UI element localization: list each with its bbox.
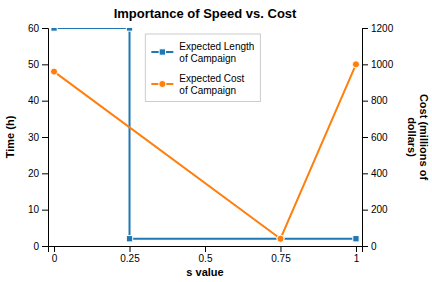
y2-axis-title: Cost (millions ofdollars) [406,94,430,181]
tick-mark [42,137,48,138]
tick-mark [362,101,368,102]
tick: 0 [52,246,58,264]
tick: 10 [28,204,48,215]
marker [353,236,359,242]
marker [352,61,359,68]
tick-label: 800 [371,95,388,106]
tick: 0.75 [271,246,291,264]
tick-label: 0 [33,241,39,252]
tick-mark [356,246,357,252]
series-line [54,64,356,238]
text-line: Importance of Speed vs. Cost [114,6,297,21]
tick: 30 [28,132,48,143]
legend-marker [159,49,165,55]
tick-label: 1 [354,253,360,264]
tick-label: 0 [52,253,58,264]
tick: 1 [354,246,360,264]
tick-mark [42,101,48,102]
data-area [50,28,359,242]
tick-label: 30 [28,132,40,143]
tick-mark [42,210,48,211]
marker [51,28,57,31]
tick-mark [205,246,206,252]
legend-entry: Expected Costof Campaign [151,73,244,96]
tick: 0.5 [199,246,213,264]
tick: 40 [28,95,48,106]
tick-mark [130,246,131,252]
tick-label: 0.5 [199,253,213,264]
tick-mark [362,137,368,138]
tick-mark [42,246,48,247]
tick-label: 10 [28,204,40,215]
tick: 800 [362,95,388,106]
text-line: Cost (millions of [418,94,430,181]
tick-label: 400 [371,168,388,179]
tick-mark [362,210,368,211]
text-line: Expected Cost [179,73,244,84]
tick: 0 [362,241,377,252]
tick: 50 [28,59,48,70]
tick-label: 200 [371,204,388,215]
marker [50,68,57,75]
chart: 00.250.50.751010203040506002004006008001… [0,0,432,282]
marker [126,28,132,31]
tick: 600 [362,132,388,143]
text-line: dollars) [406,117,418,157]
marker [126,236,132,242]
legend: Expected Lengthof CampaignExpected Costo… [145,34,260,102]
text-line: of Campaign [179,85,236,96]
tick: 400 [362,168,388,179]
tick-mark [362,64,368,65]
tick-label: 40 [28,95,40,106]
axis-line [49,247,363,253]
legend-label: Expected Costof Campaign [179,73,244,96]
y-axis: 0 10 20 30 40 50 60 [28,23,49,252]
tick-label: 1000 [371,59,394,70]
tick-mark [42,173,48,174]
tick-label: 0.75 [271,253,291,264]
series-line [54,28,356,239]
legend-box [145,34,260,102]
tick-mark [42,64,48,65]
legend-entry: Expected Lengthof Campaign [151,41,254,64]
tick-label: 20 [28,168,40,179]
title: Importance of Speed vs. Cost [114,6,297,21]
tick-label: 50 [28,59,40,70]
y-axis-title: Time (h) [4,115,16,158]
tick-label: 1200 [371,23,394,34]
x-axis: 0 0.25 0.5 0.75 1 [49,246,363,264]
tick-label: 600 [371,132,388,143]
text-line: s value [186,266,223,278]
tick-label: 0.25 [120,253,140,264]
tick-mark [42,28,48,29]
tick: 1000 [362,59,394,70]
tick-mark [280,246,281,252]
axis-line [363,29,369,247]
tick: 0.25 [120,246,140,264]
text-line: Time (h) [4,115,16,158]
tick-mark [362,246,368,247]
marker [277,235,284,242]
tick: 1200 [362,23,394,34]
text-line: of Campaign [179,53,236,64]
tick-mark [54,246,55,252]
y2-axis: 0 200 400 600 800 1000 1200 [362,23,394,252]
tick: 200 [362,204,388,215]
text-line: Expected Length [179,41,254,52]
tick-label: 0 [371,241,377,252]
tick: 0 [33,241,48,252]
legend-label: Expected Lengthof Campaign [179,41,254,64]
x-axis-title: s value [186,266,223,278]
tick: 60 [28,23,48,34]
marker [277,235,284,242]
axis-line [42,29,49,247]
plot: 00.250.50.751010203040506002004006008001… [4,23,430,278]
tick-label: 60 [28,23,40,34]
legend-marker [159,80,166,87]
tick-mark [362,28,368,29]
tick: 20 [28,168,48,179]
tick-mark [362,173,368,174]
